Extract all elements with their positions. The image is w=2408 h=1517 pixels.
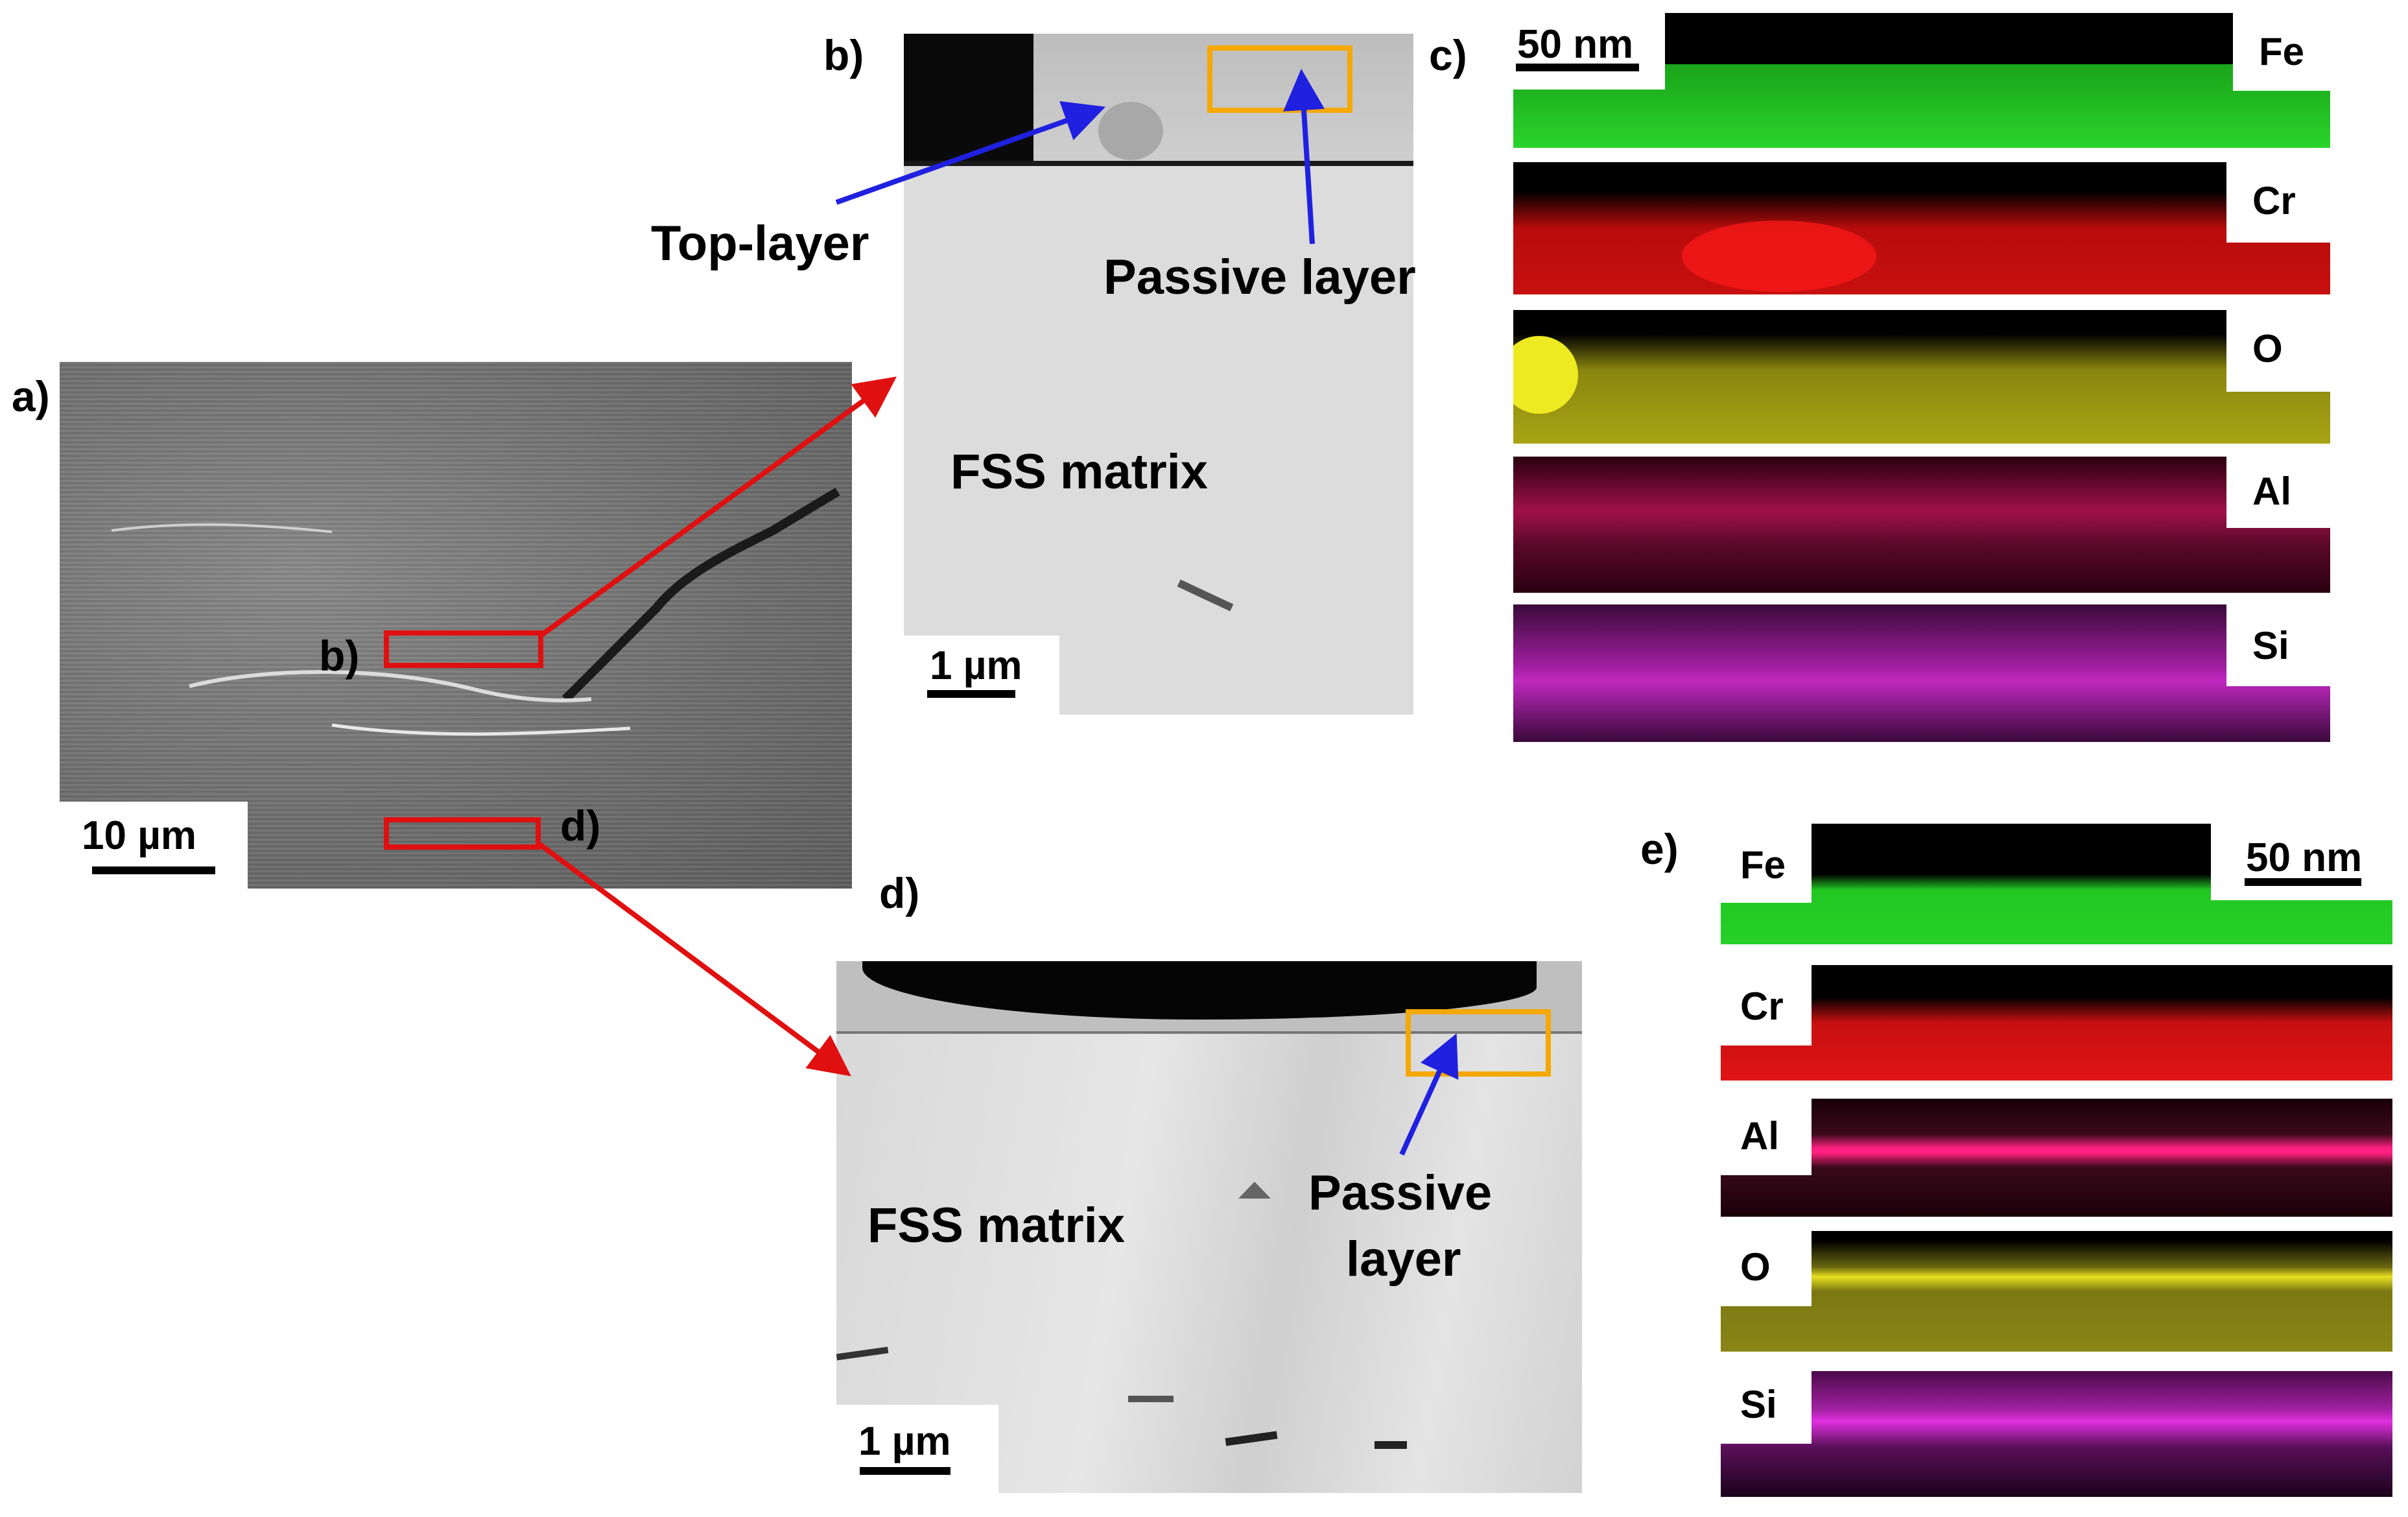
map-c-o-label: O (2252, 327, 2283, 370)
map-e-si: Si (1721, 1371, 2392, 1497)
map-c-si-label-box: Si (2226, 604, 2330, 686)
panel-d-label: d) (879, 869, 920, 917)
cr-hotspot (1682, 221, 1876, 292)
defect-d-1 (836, 1346, 889, 1361)
map-c-cr: Cr (1513, 162, 2330, 294)
panel-e-scale-line (2245, 878, 2361, 886)
fss-matrix-label-d: FSS matrix (868, 1198, 1126, 1253)
tem-image-d: 1 µm (836, 961, 1582, 1493)
map-c-cr-label-box: Cr (2226, 162, 2330, 243)
panel-d-scale-line (860, 1467, 950, 1475)
map-c-cr-label: Cr (2252, 179, 2296, 222)
panel-a-label: a) (12, 372, 50, 420)
map-c-fe-label-box: Fe (2233, 13, 2330, 91)
map-e-cr: Cr (1721, 965, 2392, 1081)
map-e-si-label: Si (1740, 1383, 1777, 1426)
map-e-al: Al (1721, 1099, 2392, 1217)
map-e-fe: Fe 50 nm (1721, 824, 2392, 944)
map-e-si-label-box: Si (1721, 1371, 1812, 1444)
defect-d-5 (1238, 1182, 1271, 1199)
panel-b-scale-text: 1 µm (930, 643, 1022, 688)
defect-d-3 (1225, 1431, 1278, 1446)
map-c-fe-label: Fe (2259, 30, 2305, 73)
panel-e-scale-text: 50 nm (2246, 835, 2363, 880)
sem-overview-image: 10 µm (60, 362, 852, 889)
map-e-cr-label: Cr (1740, 985, 1784, 1028)
particle (1098, 102, 1163, 160)
panel-c-label: c) (1429, 31, 1467, 79)
top-layer-region (1033, 34, 1413, 163)
panel-c-scale-text: 50 nm (1517, 22, 1634, 67)
map-c-al-label: Al (2252, 470, 2291, 513)
interface-line (904, 161, 1413, 166)
panel-a-scale-line (92, 866, 215, 874)
map-c-o: O (1513, 310, 2330, 444)
eds-maps-e: Fe 50 nm Cr Al O Si (1721, 824, 2392, 1506)
interface-line-d (836, 1031, 1582, 1034)
panel-a-scalebar: 10 µm (60, 802, 248, 889)
passive-annotation-d-line1: Passive (1308, 1165, 1493, 1221)
o-hotspot (1513, 336, 1578, 414)
panel-e-label: e) (1640, 825, 1679, 873)
passive-layer-annotation-b: Passive layer (1104, 250, 1416, 305)
defect-mark (1177, 579, 1234, 612)
panel-c-scale-line (1516, 64, 1639, 71)
panel-b-scalebar: 1 µm (904, 636, 1059, 715)
roi-b-label: b) (319, 632, 360, 680)
panel-d-scalebar: 1 µm (836, 1405, 998, 1493)
map-c-o-label-box: O (2226, 310, 2330, 392)
map-e-al-label-box: Al (1721, 1099, 1812, 1175)
map-c-al: Al (1513, 457, 2330, 593)
top-layer-annotation: Top-layer (651, 216, 869, 271)
defect-d-4 (1375, 1441, 1407, 1449)
passive-annotation-d-line2: layer (1346, 1232, 1461, 1287)
panel-b-scale-line (927, 690, 1015, 698)
panel-e-scalebar: 50 nm (2211, 824, 2392, 900)
map-c-si-label: Si (2252, 624, 2289, 667)
tem-image-b: 1 µm (904, 34, 1413, 715)
map-c-si: Si (1513, 604, 2330, 742)
roi-d-label: d) (560, 802, 601, 850)
map-c-fe: Fe 50 nm (1513, 13, 2330, 148)
map-e-fe-label: Fe (1740, 843, 1786, 887)
map-e-al-label: Al (1740, 1114, 1779, 1158)
eds-maps-c: Fe 50 nm Cr O Al Si (1513, 13, 2330, 742)
panel-d-scale-text: 1 µm (858, 1419, 951, 1464)
map-c-al-label-box: Al (2226, 457, 2330, 528)
map-e-o-label: O (1740, 1245, 1771, 1289)
panel-b-label: b) (823, 31, 864, 79)
map-e-cr-label-box: Cr (1721, 965, 1812, 1045)
panel-a-scale-text: 10 µm (82, 813, 197, 858)
map-e-fe-label-box: Fe (1721, 824, 1812, 903)
map-e-o: O (1721, 1231, 2392, 1352)
panel-c-scalebar: 50 nm (1513, 13, 1665, 90)
fss-matrix-label-b: FSS matrix (950, 444, 1209, 499)
map-e-o-label-box: O (1721, 1231, 1812, 1306)
defect-d-2 (1128, 1396, 1174, 1402)
